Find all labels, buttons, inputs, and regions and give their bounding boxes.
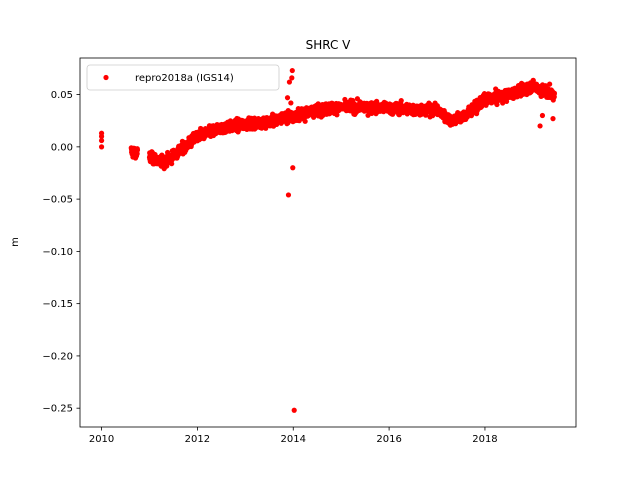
y-axis: 0.05 0.00 −0.05 −0.10 −0.15 −0.20 −0.25 [42, 90, 80, 415]
data-point [398, 98, 404, 104]
x-tick-label: 2010 [89, 434, 114, 445]
data-point [98, 137, 105, 144]
data-point [500, 100, 506, 106]
data-point [291, 407, 297, 413]
data-point [547, 81, 553, 87]
x-tick-label: 2014 [281, 434, 306, 445]
data-point [551, 94, 557, 100]
y-tick-label: −0.15 [42, 299, 73, 310]
legend-marker [103, 74, 109, 81]
data-point [98, 133, 105, 139]
data-point [285, 192, 292, 198]
data-point [427, 101, 433, 107]
plot-frame [79, 57, 577, 428]
y-tick-label: 0.05 [51, 90, 73, 101]
data-point [551, 90, 558, 96]
data-point [550, 116, 556, 122]
legend-box [86, 64, 280, 91]
data-point [286, 79, 293, 85]
y-tick-label: −0.10 [42, 247, 73, 258]
y-tick-label: −0.05 [42, 195, 73, 206]
data-point [98, 144, 105, 150]
data-point [284, 95, 291, 101]
y-tick-label: 0.00 [51, 142, 73, 153]
x-tick-label: 2018 [472, 434, 497, 445]
data-point [134, 147, 141, 153]
data-point [539, 112, 546, 119]
data-point [537, 123, 543, 129]
x-axis: 2010 2012 2014 2016 2018 [89, 427, 498, 445]
y-tick-label: −0.20 [42, 351, 73, 362]
data-point [494, 101, 500, 108]
x-tick-label: 2012 [185, 434, 210, 445]
data-point [289, 75, 295, 81]
data-point [169, 161, 175, 167]
data-point [290, 165, 296, 171]
data-point [288, 100, 294, 106]
data-points [98, 67, 558, 413]
x-tick-label: 2016 [376, 434, 401, 445]
y-axis-label: m [10, 237, 21, 247]
data-point [302, 118, 308, 124]
data-point [503, 98, 510, 104]
data-point [334, 112, 340, 118]
y-tick-label: −0.25 [42, 404, 73, 415]
legend: repro2018a (IGS14) [86, 64, 280, 91]
data-point [289, 67, 295, 74]
chart-title: SHRC V [306, 38, 352, 52]
legend-label: repro2018a (IGS14) [135, 73, 234, 84]
